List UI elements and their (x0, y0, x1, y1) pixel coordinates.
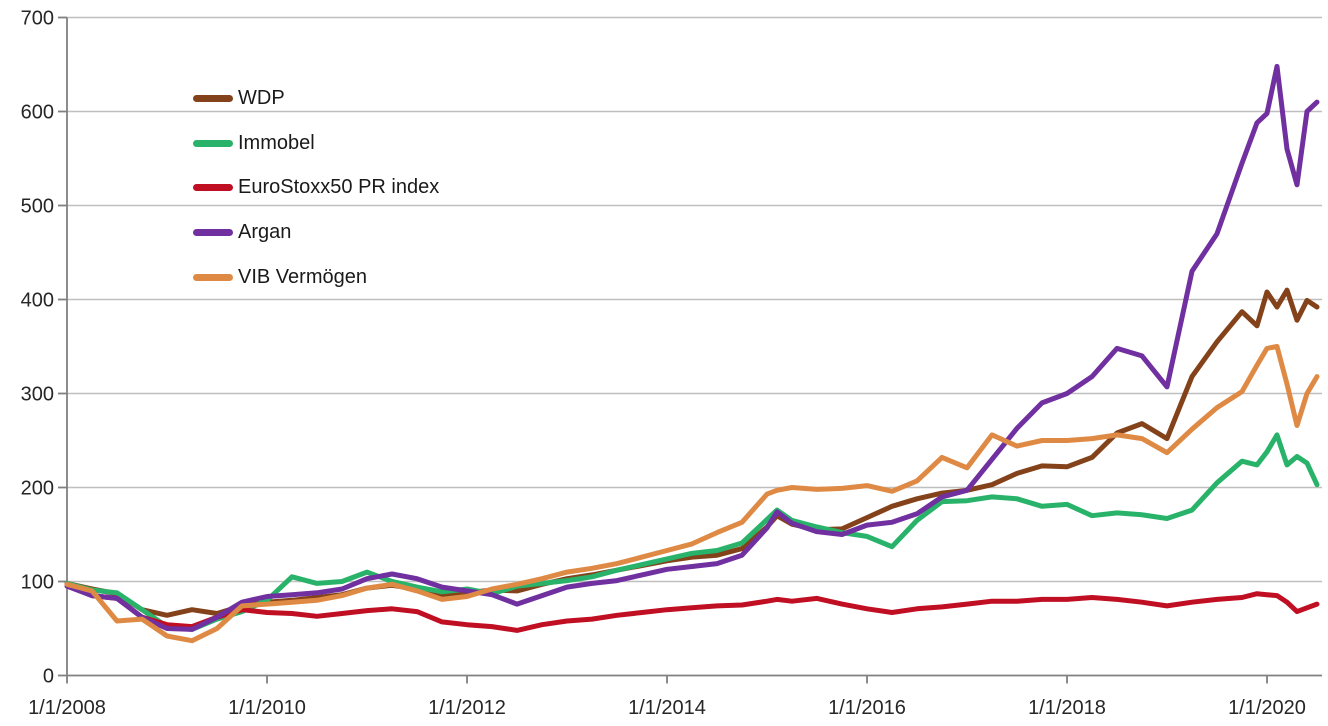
y-tick-label: 200 (21, 478, 54, 500)
y-tick-label: 0 (43, 666, 54, 688)
y-tick-label: 600 (21, 102, 54, 124)
x-tick-label: 1/1/2012 (428, 697, 506, 719)
x-tick-label: 1/1/2014 (628, 697, 706, 719)
y-tick-label: 300 (21, 384, 54, 406)
y-tick-label: 100 (21, 572, 54, 594)
x-tick-label: 1/1/2010 (228, 697, 306, 719)
y-tick-label: 400 (21, 290, 54, 312)
series-line-vib-verm-gen (64, 344, 1320, 644)
x-tick-label: 1/1/2016 (828, 697, 906, 719)
series-line-argan (64, 63, 1320, 632)
series-line-eurostoxx50-pr-index (64, 581, 1320, 633)
x-tick-label: 1/1/2008 (28, 697, 106, 719)
x-tick-label: 1/1/2018 (1028, 697, 1106, 719)
series-line-immobel (64, 432, 1320, 632)
y-tick-label: 500 (21, 196, 54, 218)
x-tick-label: 1/1/2020 (1228, 697, 1306, 719)
y-tick-label: 700 (21, 8, 54, 30)
